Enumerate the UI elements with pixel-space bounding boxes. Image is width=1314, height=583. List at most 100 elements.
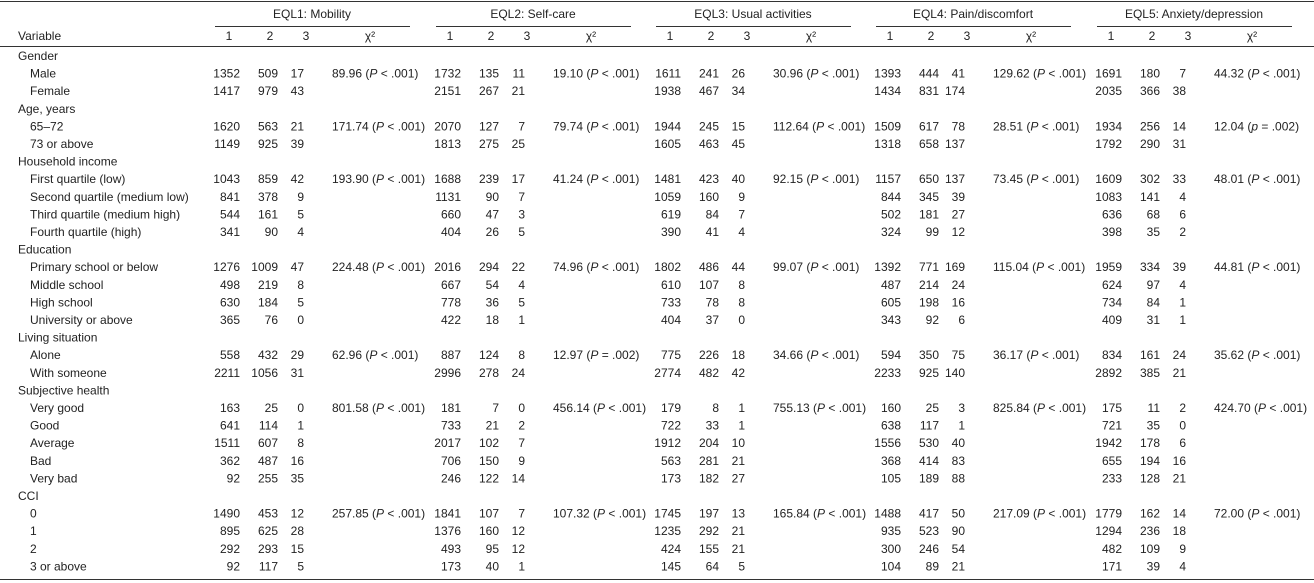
- count-cell: 160: [479, 524, 499, 538]
- count-cell: 1490: [213, 507, 240, 521]
- count-cell: 181: [441, 401, 461, 415]
- count-cell: 22: [512, 260, 526, 274]
- count-cell: 239: [479, 172, 499, 186]
- count-cell: 734: [1102, 296, 1122, 310]
- count-cell: 163: [220, 401, 240, 415]
- chi-cell: 456.14 (P < .001): [553, 401, 646, 415]
- count-cell: 1: [1179, 296, 1186, 310]
- count-cell: 607: [258, 436, 278, 450]
- count-cell: 404: [661, 313, 681, 327]
- count-cell: 241: [699, 67, 719, 81]
- count-cell: 31: [291, 366, 305, 380]
- chi-cell: 165.84 (P < .001): [773, 507, 866, 521]
- count-cell: 3: [518, 208, 525, 222]
- count-cell: 64: [706, 560, 720, 574]
- count-cell: 2: [518, 419, 525, 433]
- count-cell: 463: [699, 137, 719, 151]
- count-cell: 1509: [874, 120, 901, 134]
- row-label: 65–72: [30, 120, 64, 134]
- count-cell: 650: [919, 172, 939, 186]
- chi-cell: 92.15 (P < .001): [773, 172, 859, 186]
- count-cell: 15: [291, 542, 305, 556]
- count-cell: 26: [732, 67, 746, 81]
- count-cell: 722: [661, 419, 681, 433]
- row-label: With someone: [30, 366, 107, 380]
- count-cell: 180: [1140, 67, 1160, 81]
- count-cell: 0: [297, 313, 304, 327]
- chi-cell: 115.04 (P < .001): [993, 260, 1085, 274]
- count-cell: 8: [738, 296, 745, 310]
- count-cell: 117: [920, 419, 939, 433]
- count-cell: 1131: [435, 190, 461, 204]
- count-cell: 0: [297, 401, 304, 415]
- chi-cell: 99.07 (P < .001): [773, 260, 859, 274]
- count-cell: 859: [258, 172, 278, 186]
- count-cell: 12: [291, 507, 305, 521]
- count-cell: 42: [732, 366, 746, 380]
- row-label: Good: [30, 419, 59, 433]
- count-cell: 1959: [1095, 260, 1122, 274]
- count-cell: 89: [926, 560, 940, 574]
- count-cell: 33: [706, 419, 720, 433]
- count-cell: 109: [1140, 542, 1160, 556]
- count-cell: 1157: [875, 172, 901, 186]
- count-cell: 594: [881, 348, 901, 362]
- count-cell: 4: [1179, 190, 1186, 204]
- count-cell: 21: [952, 560, 966, 574]
- count-cell: 625: [258, 524, 278, 538]
- count-cell: 10: [732, 436, 746, 450]
- count-cell: 8: [297, 436, 304, 450]
- count-cell: 2017: [434, 436, 461, 450]
- count-cell: 12: [512, 524, 526, 538]
- count-cell: 1779: [1095, 507, 1122, 521]
- count-cell: 41: [706, 225, 720, 239]
- count-cell: 25: [265, 401, 279, 415]
- count-cell: 104: [881, 560, 901, 574]
- count-cell: 44: [732, 260, 746, 274]
- count-cell: 255: [258, 472, 278, 486]
- count-cell: 178: [1140, 436, 1160, 450]
- count-cell: 292: [220, 542, 240, 556]
- count-cell: 775: [661, 348, 681, 362]
- count-cell: 844: [881, 190, 901, 204]
- section-title: Education: [18, 243, 71, 257]
- column-header: 3: [1185, 29, 1192, 43]
- count-cell: 145: [661, 560, 681, 574]
- count-cell: 219: [258, 278, 278, 292]
- count-cell: 39: [291, 137, 305, 151]
- column-header: χ²: [1026, 29, 1036, 43]
- count-cell: 292: [699, 524, 719, 538]
- count-cell: 5: [738, 560, 745, 574]
- count-cell: 78: [706, 296, 720, 310]
- count-cell: 161: [1140, 348, 1160, 362]
- column-header: 2: [267, 29, 274, 43]
- count-cell: 25: [512, 137, 526, 151]
- chi-cell: 171.74 (P < .001): [332, 120, 425, 134]
- row-label: Alone: [30, 348, 61, 362]
- count-cell: 95: [486, 542, 500, 556]
- count-cell: 5: [518, 225, 525, 239]
- count-cell: 9: [1179, 542, 1186, 556]
- chi-cell: 755.13 (P < .001): [773, 401, 866, 415]
- count-cell: 493: [441, 542, 461, 556]
- count-cell: 424: [661, 542, 681, 556]
- count-cell: 502: [881, 208, 901, 222]
- count-cell: 733: [661, 296, 681, 310]
- count-cell: 105: [881, 472, 901, 486]
- count-cell: 660: [441, 208, 461, 222]
- count-cell: 16: [952, 296, 966, 310]
- count-cell: 137: [945, 137, 965, 151]
- count-cell: 14: [512, 472, 526, 486]
- column-header: 1: [226, 29, 233, 43]
- count-cell: 1934: [1095, 120, 1122, 134]
- group-header: EQL2: Self-care: [490, 7, 576, 21]
- count-cell: 979: [258, 84, 278, 98]
- count-cell: 18: [486, 313, 500, 327]
- count-cell: 92: [227, 472, 241, 486]
- count-cell: 233: [1102, 472, 1122, 486]
- count-cell: 9: [297, 190, 304, 204]
- column-header: 1: [447, 29, 454, 43]
- column-header: χ²: [1247, 29, 1257, 43]
- chi-cell: 30.96 (P < .001): [773, 67, 859, 81]
- count-cell: 127: [479, 120, 499, 134]
